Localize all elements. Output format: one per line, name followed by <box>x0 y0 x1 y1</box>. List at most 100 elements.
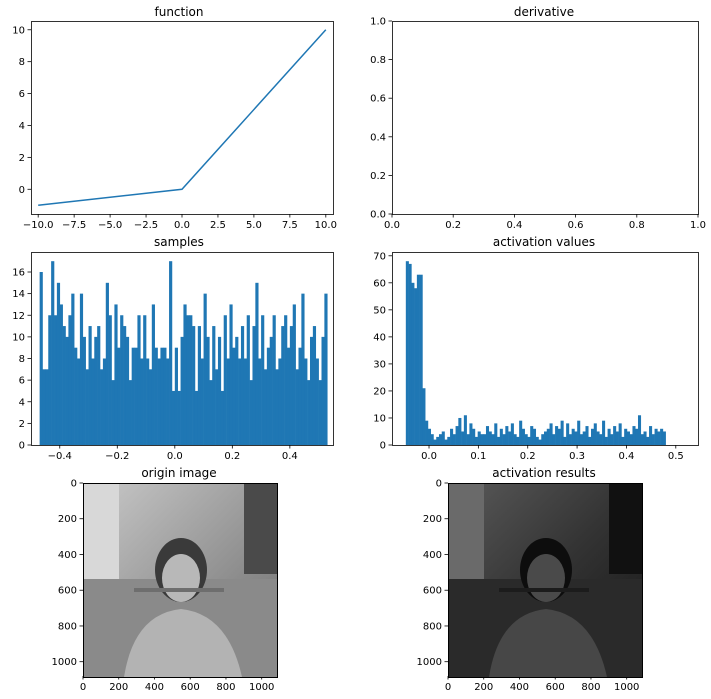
activation-bar <box>621 436 625 445</box>
activation-bar <box>463 415 467 445</box>
samples-bar <box>240 326 245 445</box>
samples-xtick-label: −0.2 <box>105 451 129 462</box>
activation-bar <box>405 261 409 445</box>
activation-bar <box>546 428 550 445</box>
samples-bar <box>128 380 132 445</box>
activation-bar <box>414 288 418 445</box>
activation-xtick-label: 0.5 <box>668 451 684 462</box>
activation-bar <box>499 428 503 445</box>
derivative-axes-frame <box>392 21 699 215</box>
activation-bar <box>485 426 490 445</box>
result-ytick-label: 200 <box>423 514 442 525</box>
activation-bar <box>588 436 592 445</box>
samples-bar <box>177 390 181 445</box>
result-image-frame <box>448 483 643 678</box>
activation-bar <box>519 420 523 445</box>
samples-bar <box>166 358 170 445</box>
samples-bar <box>243 358 248 445</box>
result-xtick-label: 0 <box>445 682 451 693</box>
function-xtick-label: −7.5 <box>62 220 86 231</box>
derivative-ytick-label: 0.6 <box>370 94 386 105</box>
activation-bar <box>516 436 520 445</box>
samples-bar <box>169 261 173 445</box>
samples-bar <box>298 347 302 445</box>
origin-xtick-label: 800 <box>216 682 235 693</box>
derivative-xtick-label: 1.0 <box>690 220 706 231</box>
samples-bar <box>286 347 291 445</box>
activation-bar <box>541 434 545 445</box>
activation-bar <box>444 439 448 445</box>
samples-bar <box>71 293 75 445</box>
activation-bar <box>660 428 664 445</box>
function-xtick-label: −10.0 <box>23 220 54 231</box>
samples-bar <box>220 390 225 445</box>
samples-bar <box>125 336 130 445</box>
samples-bar <box>209 380 213 445</box>
activation-bar <box>477 431 481 445</box>
activation-ytick-label: 0 <box>380 441 386 452</box>
function-ytick-label: 4 <box>19 121 25 132</box>
activation-bar <box>532 428 537 445</box>
samples-xtick-label: 0.4 <box>282 451 298 462</box>
activation-values-title: activation values <box>492 235 596 249</box>
samples-bar <box>309 336 314 445</box>
activation-bar <box>411 282 415 445</box>
samples-bar <box>143 315 147 445</box>
activation-bar <box>657 431 661 445</box>
activation-ytick-label: 20 <box>373 386 386 397</box>
derivative-ytick-label: 0.4 <box>370 132 386 143</box>
activation-bar <box>635 428 639 445</box>
samples-bar <box>134 347 138 445</box>
samples-bar <box>252 326 256 445</box>
samples-bar <box>180 336 184 445</box>
origin-ytick-label: 400 <box>58 550 77 561</box>
result-ytick-label: 400 <box>423 550 442 561</box>
derivative-xtick-label: 0.6 <box>568 220 584 231</box>
activation-bar <box>555 426 559 445</box>
activation-bar <box>602 420 606 445</box>
activation-bar <box>624 428 628 445</box>
activation-bar <box>618 423 622 445</box>
activation-bar <box>408 263 412 445</box>
samples-bar <box>272 315 276 445</box>
samples-bar <box>137 315 141 445</box>
samples-bar <box>261 315 265 445</box>
samples-bar <box>192 326 196 445</box>
activation-ytick-label: 70 <box>373 251 386 262</box>
activation-bar <box>643 431 647 445</box>
activation-bar <box>640 434 644 445</box>
function-xtick-label: −2.5 <box>134 220 158 231</box>
samples-bar <box>281 326 285 445</box>
samples-bar <box>151 304 155 445</box>
samples-bar <box>235 336 239 445</box>
activation-bar <box>450 428 454 445</box>
activation-xtick-label: 0.2 <box>520 451 536 462</box>
activation-bar <box>438 434 443 445</box>
samples-bar <box>238 358 242 445</box>
samples-ytick-label: 6 <box>19 376 25 387</box>
samples-bar <box>249 380 253 445</box>
samples-bar <box>154 347 158 445</box>
activation-bar <box>604 436 608 445</box>
result-ytick-label: 800 <box>423 621 442 632</box>
derivative-ytick-label: 0.2 <box>370 171 386 182</box>
activation-bar <box>427 428 431 445</box>
samples-ytick-label: 10 <box>12 332 25 343</box>
activation-bar <box>441 431 445 445</box>
samples-bar <box>148 369 153 445</box>
samples-axes-frame <box>31 252 334 446</box>
samples-ytick-label: 2 <box>19 419 25 430</box>
activation-bar <box>422 388 426 445</box>
activation-bar <box>430 434 434 445</box>
activation-bar <box>577 420 581 445</box>
result-ytick-label: 1000 <box>417 657 442 668</box>
samples-bar <box>54 315 58 445</box>
origin-xtick-label: 0 <box>80 682 86 693</box>
samples-xtick-label: 0.2 <box>224 451 240 462</box>
samples-bar <box>324 293 328 445</box>
activation-bar <box>585 426 589 445</box>
result-xtick-label: 600 <box>546 682 565 693</box>
samples-bar <box>111 380 115 445</box>
samples-xtick-label: −0.4 <box>48 451 72 462</box>
